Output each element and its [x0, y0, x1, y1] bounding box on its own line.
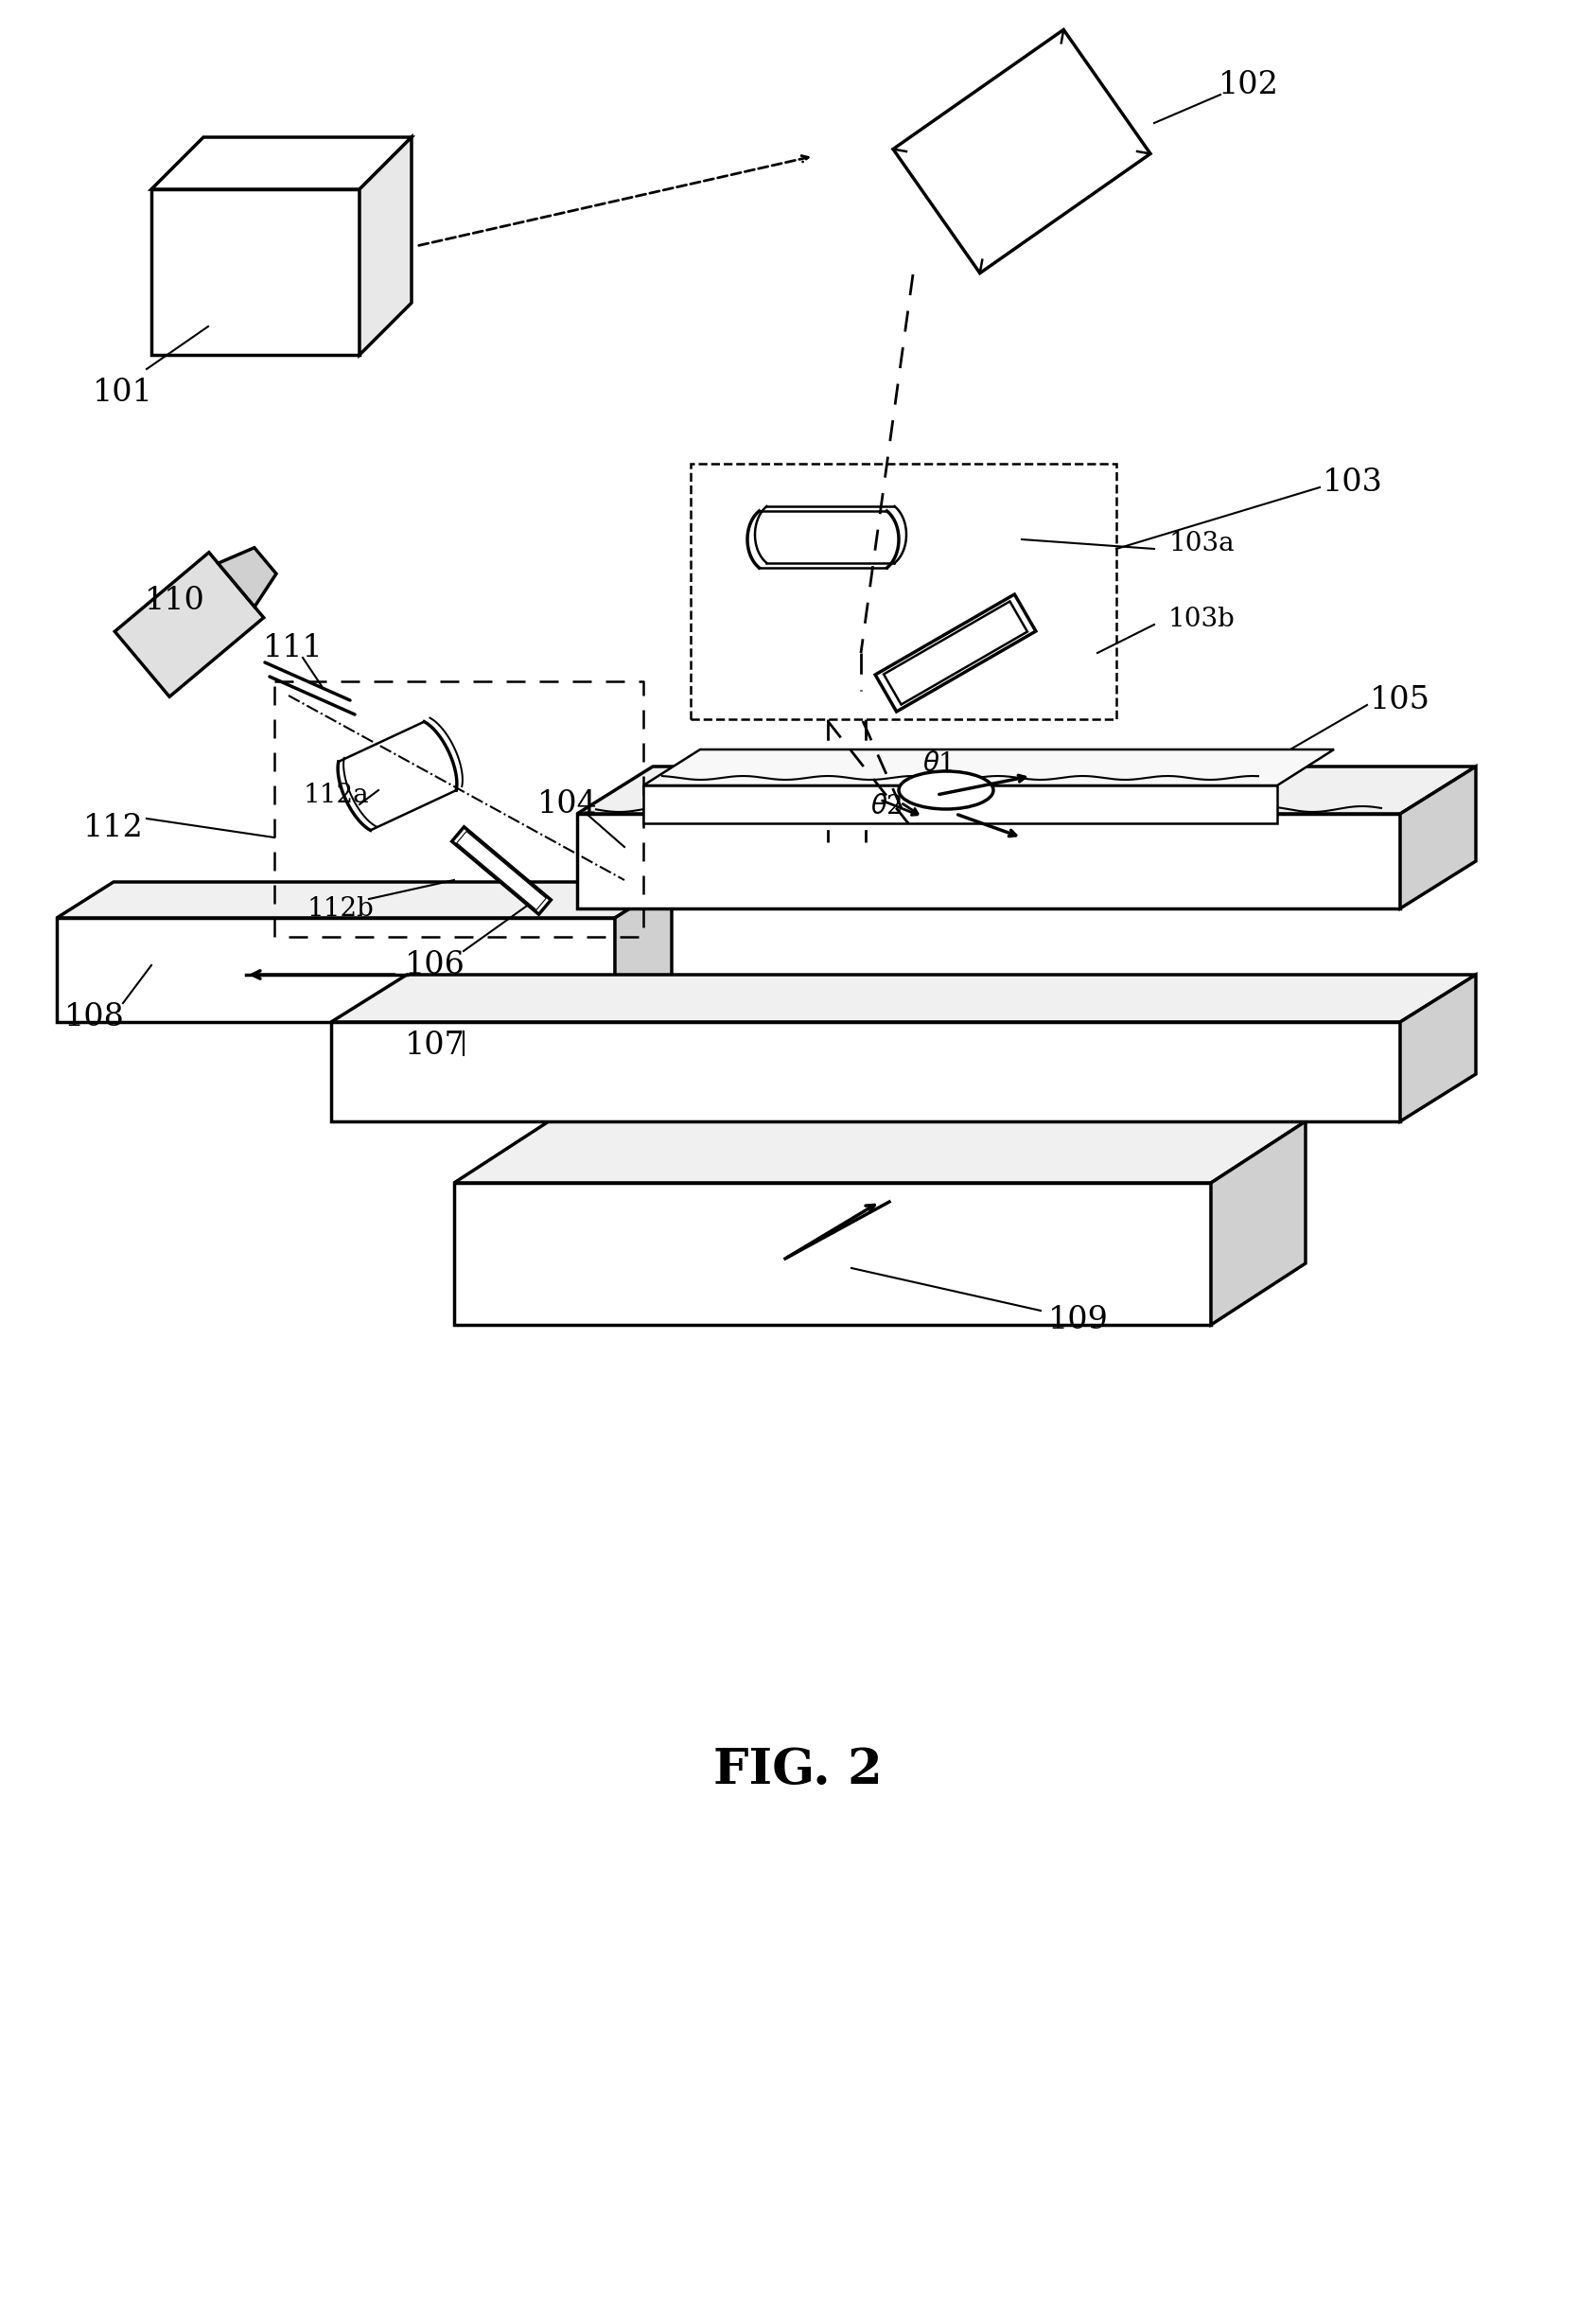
Polygon shape: [1400, 767, 1476, 907]
Polygon shape: [1211, 1122, 1306, 1325]
Polygon shape: [330, 1023, 1400, 1122]
Text: 103a: 103a: [1168, 531, 1234, 556]
Polygon shape: [57, 882, 672, 919]
Ellipse shape: [899, 771, 993, 808]
Polygon shape: [894, 30, 1151, 272]
Polygon shape: [57, 919, 614, 1023]
Polygon shape: [330, 974, 1476, 1023]
Polygon shape: [614, 882, 672, 1023]
Polygon shape: [455, 1182, 1211, 1325]
Text: 103b: 103b: [1168, 607, 1235, 633]
Polygon shape: [455, 1122, 1306, 1182]
Text: 108: 108: [64, 1002, 124, 1032]
Text: FIG. 2: FIG. 2: [713, 1746, 883, 1794]
Text: 112: 112: [83, 813, 144, 843]
Polygon shape: [578, 767, 1476, 813]
FancyBboxPatch shape: [691, 464, 1116, 718]
Text: 107: 107: [405, 1030, 466, 1060]
Text: 109: 109: [1049, 1305, 1109, 1335]
Polygon shape: [578, 813, 1400, 907]
Text: $\theta$2: $\theta$2: [870, 794, 902, 820]
Text: 111: 111: [263, 633, 324, 663]
Polygon shape: [875, 593, 1036, 711]
Text: 105: 105: [1369, 686, 1430, 716]
Text: 102: 102: [1219, 69, 1278, 99]
Polygon shape: [452, 827, 551, 914]
FancyBboxPatch shape: [152, 189, 359, 356]
Polygon shape: [643, 750, 1334, 785]
Polygon shape: [152, 136, 412, 189]
Polygon shape: [219, 547, 276, 607]
Polygon shape: [115, 552, 263, 697]
Polygon shape: [456, 831, 546, 910]
Text: 106: 106: [405, 949, 466, 981]
Polygon shape: [884, 600, 1028, 704]
Text: 112b: 112b: [306, 896, 373, 921]
Text: $\theta$1: $\theta$1: [922, 750, 953, 776]
Text: 101: 101: [93, 379, 153, 409]
Polygon shape: [359, 136, 412, 356]
Polygon shape: [1400, 974, 1476, 1122]
Text: 112a: 112a: [303, 783, 369, 808]
Text: 103: 103: [1323, 466, 1384, 499]
Text: 104: 104: [538, 790, 598, 820]
Polygon shape: [643, 785, 1277, 824]
Text: 110: 110: [145, 586, 206, 617]
